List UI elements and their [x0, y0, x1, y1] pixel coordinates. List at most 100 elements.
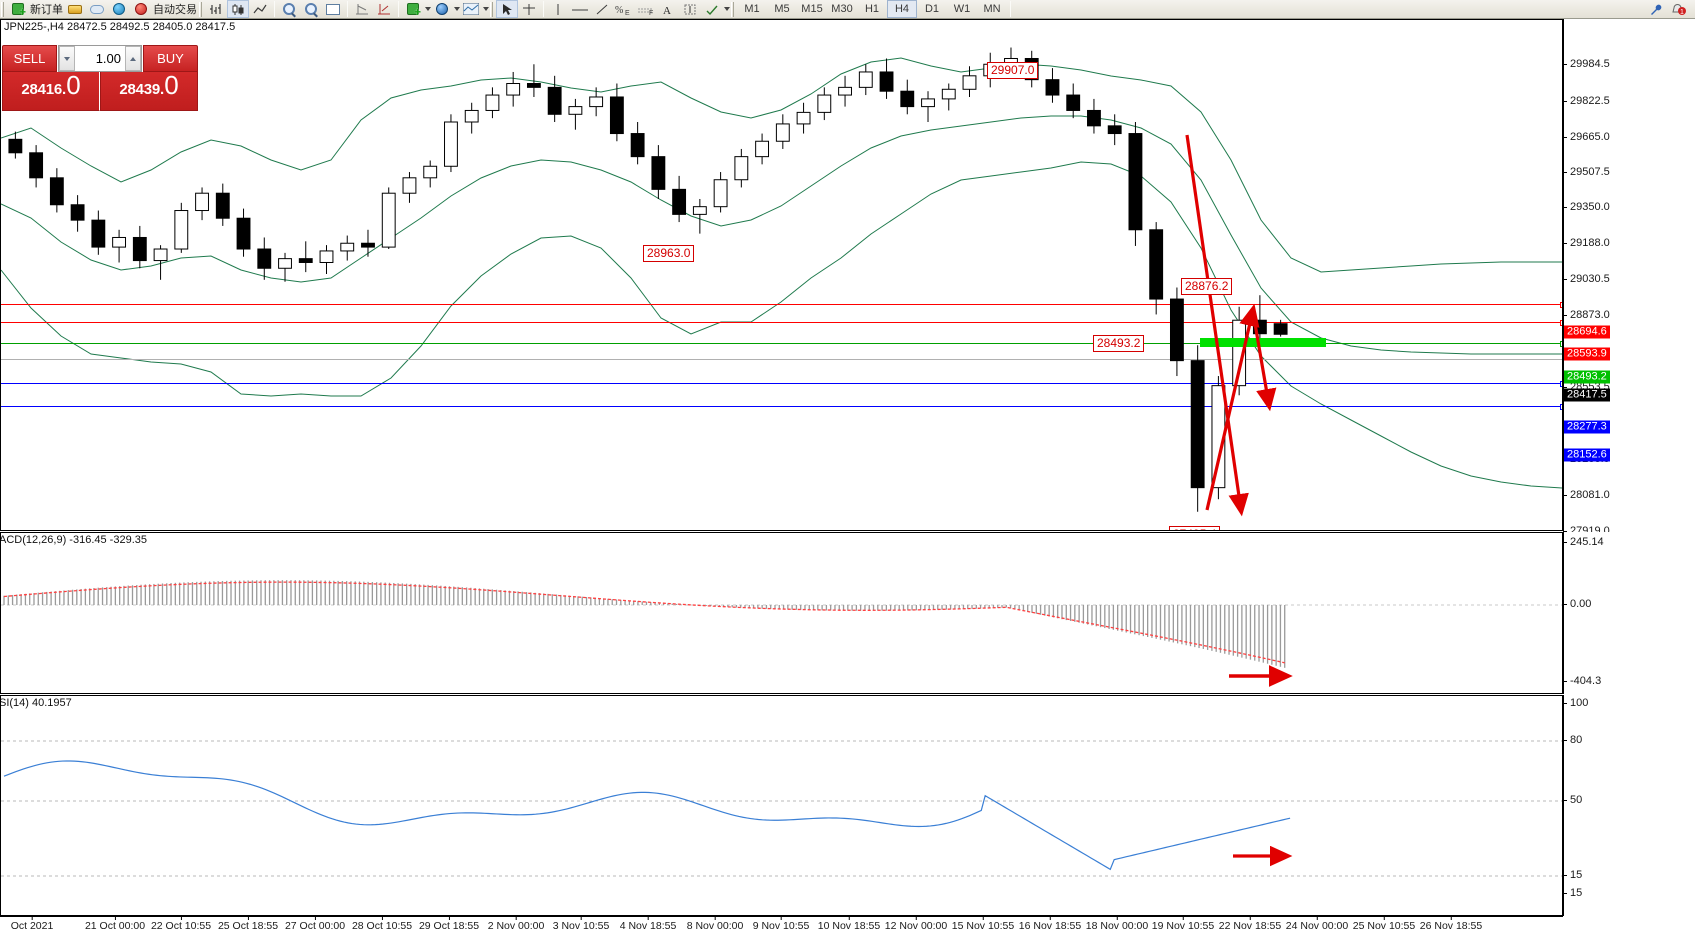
candlestick-button[interactable]: [227, 0, 249, 18]
text-button[interactable]: [679, 0, 701, 18]
level-anchor-red-2[interactable]: [1560, 320, 1562, 326]
annotation-28493[interactable]: 28493.2: [1093, 335, 1145, 352]
arrows-button[interactable]: [701, 0, 723, 18]
timeframe-h4[interactable]: H4: [887, 0, 917, 18]
annotation-28963[interactable]: 28963.0: [643, 245, 695, 262]
price-level-chip-0[interactable]: 28694.6: [1564, 325, 1610, 339]
chart-shift-button[interactable]: [351, 0, 373, 18]
crosshair-icon: [523, 3, 535, 15]
auto-trading-label[interactable]: 自动交易: [153, 2, 197, 16]
time-label-16: 18 Nov 00:00: [1085, 916, 1149, 932]
price-level-chip-3[interactable]: 28417.5: [1564, 388, 1610, 402]
timeframe-mn[interactable]: MN: [983, 2, 1001, 15]
time-label-0: Oct 2021: [10, 916, 54, 932]
templates-dropdown-icon[interactable]: [483, 7, 489, 11]
alert-bell-icon: 1: [1672, 4, 1686, 16]
period-dropdown-icon[interactable]: [454, 7, 460, 11]
price-level-chip-5[interactable]: 28152.6: [1564, 448, 1610, 462]
level-line-green[interactable]: [1, 341, 1562, 347]
macd-scale[interactable]: 245.14 0.00 -404.3: [1563, 532, 1695, 694]
candlestick: [858, 71, 873, 88]
cursor-button[interactable]: [496, 0, 518, 18]
timeframe-m30[interactable]: M30: [831, 2, 853, 15]
indicator-list-button[interactable]: [402, 0, 424, 18]
chart-area[interactable]: JPN225-,H4 28472.5 28492.5 28405.0 28417…: [0, 19, 1695, 935]
channel-button[interactable]: F: [635, 0, 657, 18]
timeframe-m15[interactable]: M15: [801, 2, 823, 15]
annotation-28876[interactable]: 28876.2: [1181, 278, 1233, 295]
settings-wrench-button[interactable]: [1645, 0, 1667, 18]
price-scale[interactable]: 29984.5 29822.5 29665.0 29507.5 29350.0 29188…: [1563, 19, 1695, 645]
wrench-icon: [1651, 4, 1662, 15]
toolbar-grip-3[interactable]: [490, 1, 493, 17]
buy-button[interactable]: BUY: [143, 45, 198, 72]
text-label-button[interactable]: A: [657, 0, 679, 18]
rsi-tick-3: 15: [1563, 869, 1582, 881]
zoom-out-button[interactable]: [300, 0, 322, 18]
decrease-volume-stepper[interactable]: [59, 46, 75, 71]
level-anchor-green[interactable]: [1560, 341, 1562, 347]
rsi-pane[interactable]: SI(14) 40.1957: [0, 695, 1563, 916]
timeframe-h1[interactable]: H1: [864, 2, 880, 15]
bar-chart-button[interactable]: [205, 0, 227, 18]
time-label-1: 21 Oct 00:00: [84, 916, 146, 932]
price-level-chip-1[interactable]: 28593.9: [1564, 347, 1610, 361]
toolbar-grip[interactable]: [1, 1, 4, 17]
candlestick: [485, 94, 500, 111]
volume-input-group[interactable]: 1.00: [58, 45, 142, 72]
globe-button[interactable]: [108, 0, 130, 18]
toolbar-grip-4[interactable]: [731, 1, 734, 17]
data-window-button[interactable]: [322, 0, 344, 18]
annotation-29907[interactable]: 29907.0: [987, 62, 1039, 79]
new-order-label[interactable]: 新订单: [30, 2, 63, 16]
level-anchor-blue-1[interactable]: [1560, 381, 1562, 387]
timeframe-m5[interactable]: M5: [774, 2, 790, 15]
indicator-dropdown-icon[interactable]: [425, 7, 431, 11]
period-separator-button[interactable]: [431, 0, 453, 18]
gold-bar-button[interactable]: [64, 0, 86, 18]
price-level-chip-4[interactable]: 28277.3: [1564, 420, 1610, 434]
toolbar-grip-2[interactable]: [199, 1, 202, 17]
price-level-chip-2[interactable]: 28493.2: [1564, 370, 1610, 384]
candlestick: [1045, 79, 1060, 96]
macd-pane[interactable]: ACD(12,26,9) -316.45 -329.35: [0, 532, 1563, 694]
level-anchor-red-1[interactable]: [1560, 302, 1562, 308]
sell-price-display[interactable]: 28416 . 0: [2, 72, 100, 111]
alert-bell-button[interactable]: 1: [1667, 0, 1689, 18]
one-click-trading-panel[interactable]: SELL 1.00 BUY 28416 . 0 28439 . 0: [2, 45, 198, 111]
time-axis[interactable]: Oct 2021 21 Oct 00:00 22 Oct 10:55 25 Oct 1…: [0, 916, 1563, 935]
zoom-in-button[interactable]: [278, 0, 300, 18]
cloud-button[interactable]: [86, 0, 108, 18]
timeframe-d1[interactable]: D1: [924, 2, 940, 15]
candlestick: [817, 94, 832, 113]
auto-scroll-button[interactable]: [373, 0, 395, 18]
sell-button[interactable]: SELL: [2, 45, 57, 72]
trendline-button[interactable]: [591, 0, 613, 18]
trade-panel-top-row: SELL 1.00 BUY: [2, 45, 198, 72]
supply-zone-bar[interactable]: [1200, 338, 1326, 347]
arrows-dropdown-icon[interactable]: [724, 7, 730, 11]
vertical-line-button[interactable]: [547, 0, 569, 18]
candlestick: [838, 86, 852, 96]
horizontal-line-button[interactable]: [569, 0, 591, 18]
new-order-button[interactable]: [7, 0, 29, 18]
fibonacci-button[interactable]: % E: [613, 0, 635, 18]
main-price-pane[interactable]: JPN225-,H4 28472.5 28492.5 28405.0 28417…: [0, 19, 1563, 531]
candlestick: [796, 111, 811, 125]
level-anchor-blue-2[interactable]: [1560, 404, 1562, 410]
volume-input[interactable]: 1.00: [75, 46, 125, 71]
annotation-27495[interactable]: 27495.4: [1169, 526, 1221, 530]
buy-price-display[interactable]: 28439 . 0: [100, 72, 198, 111]
level-line-red-1[interactable]: [1, 302, 1562, 308]
crosshair-button[interactable]: [518, 0, 540, 18]
line-chart-button[interactable]: [249, 0, 271, 18]
level-line-red-2[interactable]: [1, 320, 1562, 326]
level-line-blue-2[interactable]: [1, 404, 1562, 410]
level-line-blue-1[interactable]: [1, 381, 1562, 387]
increase-volume-stepper[interactable]: [125, 46, 141, 71]
timeframe-w1[interactable]: W1: [953, 2, 971, 15]
auto-trading-button[interactable]: [130, 0, 152, 18]
timeframe-m1[interactable]: M1: [744, 2, 760, 15]
templates-button[interactable]: [460, 0, 482, 18]
rsi-scale[interactable]: 100 80 50 15 15: [1563, 695, 1695, 916]
